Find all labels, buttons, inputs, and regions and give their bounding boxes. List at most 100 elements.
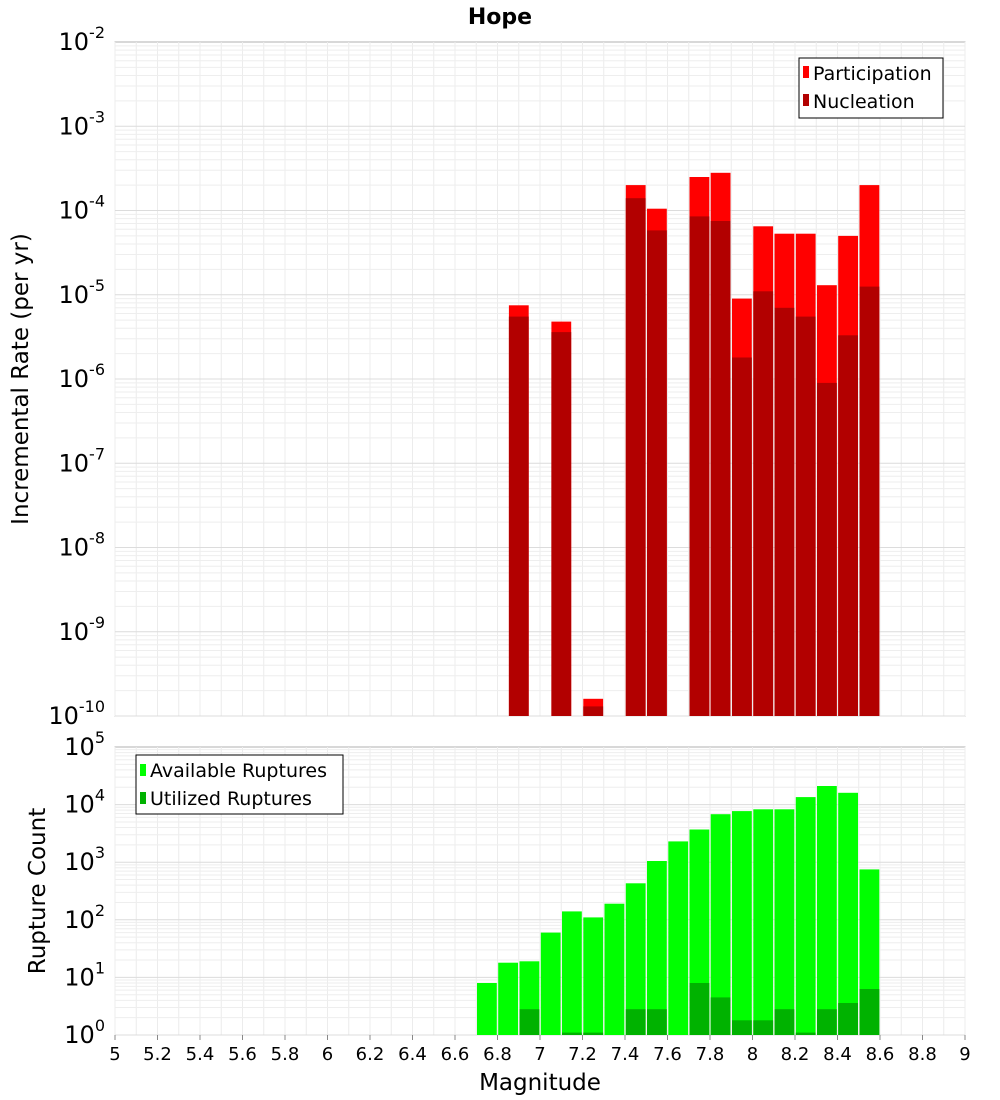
rate-bar-nucleation [689, 216, 710, 716]
rupture-bars [477, 786, 880, 1035]
x-tick-label: 9 [959, 1044, 970, 1065]
x-tick-label: 6.6 [441, 1044, 470, 1065]
rate-gridlines [114, 42, 966, 717]
rate-bar-nucleation [795, 316, 816, 716]
x-tick-label: 8.4 [823, 1044, 852, 1065]
rupture-bar-utilized-ruptures [774, 1009, 795, 1035]
rate-bar-nucleation [508, 316, 529, 716]
x-tick-label: 6.4 [398, 1044, 427, 1065]
rupture-count-panel: 100 101 102 103 104 105 Rupture Count Availab… [25, 728, 971, 1096]
rupture-bar-utilized-ruptures [859, 989, 880, 1035]
rupture-y-axis-label: Rupture Count [25, 808, 51, 974]
rate-bars [508, 172, 880, 717]
rate-y-tick-label: 10-4 [59, 192, 106, 225]
x-tick-label: 7.4 [611, 1044, 640, 1065]
rupture-bar-available-ruptures [668, 841, 689, 1035]
legend-nucleation-label: Nucleation [813, 91, 915, 113]
rate-bar-nucleation [753, 291, 774, 716]
rupture-bar-available-ruptures [732, 811, 752, 1035]
legend-utilized-label: Utilized Ruptures [150, 788, 312, 810]
rupture-y-tick-label: 104 [64, 786, 105, 819]
rate-y-tick-label: 10-3 [59, 107, 106, 140]
rupture-bar-available-ruptures [710, 814, 731, 1035]
x-tick-label: 5.8 [271, 1044, 300, 1065]
rupture-bar-available-ruptures [477, 983, 497, 1035]
rupture-bar-available-ruptures [774, 809, 795, 1035]
rate-bar-nucleation [583, 706, 604, 716]
rupture-bar-available-ruptures [838, 792, 858, 1035]
rate-y-tick-label: 10-8 [59, 529, 106, 562]
rate-y-axis-label: Incremental Rate (per yr) [8, 233, 34, 525]
rupture-bar-utilized-ruptures [625, 1009, 646, 1035]
rupture-bar-available-ruptures [625, 883, 646, 1035]
rupture-bar-utilized-ruptures [795, 1032, 816, 1035]
legend-participation-swatch [803, 66, 809, 78]
rate-bar-nucleation [710, 221, 731, 716]
legend-utilized-swatch [140, 792, 146, 804]
rupture-bar-utilized-ruptures [689, 983, 710, 1035]
rupture-bar-available-ruptures [817, 786, 837, 1035]
rate-panel: 10-10 10-9 10-8 10-7 10-6 10-5 10-4 10-3 10-2 In… [8, 23, 966, 730]
rate-bar-nucleation [817, 382, 837, 716]
rate-y-tick-label: 10-10 [48, 697, 105, 730]
x-tick-label: 7.6 [653, 1044, 682, 1065]
x-tick-label: 6.8 [483, 1044, 512, 1065]
x-tick-label: 8 [747, 1044, 758, 1065]
rupture-y-tick-label: 100 [64, 1016, 105, 1049]
x-tick-label: 5 [109, 1044, 120, 1065]
magnitude-x-ticks: 5 5.2 5.4 5.6 5.8 6 6.2 6.4 6.6 6.8 7 7.2 7.4 7.6 7.8 8… [109, 1035, 971, 1065]
rupture-legend: Available Ruptures Utilized Ruptures [135, 754, 344, 815]
rupture-bar-available-ruptures [583, 917, 604, 1035]
rupture-bar-available-ruptures [753, 809, 774, 1035]
x-tick-label: 5.2 [143, 1044, 172, 1065]
rupture-bar-available-ruptures [562, 911, 582, 1035]
rate-y-tick-label: 10-7 [59, 444, 106, 477]
rate-bar-nucleation [732, 357, 752, 716]
rupture-y-ticks: 100 101 102 103 104 105 [64, 728, 105, 1049]
chart-title: Hope [468, 5, 532, 30]
rupture-bar-utilized-ruptures [710, 997, 731, 1035]
rupture-bar-utilized-ruptures [562, 1032, 582, 1035]
x-tick-label: 8.2 [781, 1044, 810, 1065]
rate-bar-nucleation [838, 335, 858, 716]
rupture-bar-utilized-ruptures [583, 1032, 604, 1035]
rupture-y-tick-label: 103 [64, 843, 105, 876]
rate-bar-nucleation [647, 230, 667, 716]
x-tick-label: 8.6 [866, 1044, 895, 1065]
x-tick-label: 7 [534, 1044, 545, 1065]
rate-legend: Participation Nucleation [798, 57, 944, 119]
legend-participation-label: Participation [813, 63, 932, 85]
rate-y-tick-label: 10-6 [59, 360, 106, 393]
x-tick-label: 7.2 [568, 1044, 597, 1065]
x-tick-label: 7.8 [696, 1044, 725, 1065]
rupture-bar-available-ruptures [540, 932, 561, 1035]
legend-available-label: Available Ruptures [150, 760, 327, 782]
x-tick-label: 8.8 [908, 1044, 937, 1065]
rupture-y-tick-label: 102 [64, 901, 105, 934]
rupture-bar-utilized-ruptures [647, 1009, 667, 1035]
rate-y-tick-label: 10-9 [59, 613, 106, 646]
x-tick-label: 6 [322, 1044, 333, 1065]
rupture-y-tick-label: 101 [64, 958, 105, 991]
rate-y-tick-label: 10-5 [59, 276, 106, 309]
rate-y-tick-label: 10-2 [59, 23, 106, 56]
rupture-bar-available-ruptures [647, 861, 667, 1035]
rupture-bar-utilized-ruptures [519, 1009, 540, 1035]
rate-bar-nucleation [859, 286, 880, 716]
rupture-bar-available-ruptures [498, 962, 518, 1035]
rupture-y-tick-label: 105 [64, 728, 105, 761]
rate-bar-nucleation [625, 198, 646, 716]
rate-bar-nucleation [774, 307, 795, 716]
x-tick-label: 5.4 [186, 1044, 215, 1065]
rate-y-ticks: 10-10 10-9 10-8 10-7 10-6 10-5 10-4 10-3 10-2 [48, 23, 105, 730]
rupture-bar-utilized-ruptures [838, 1003, 858, 1035]
rupture-bar-utilized-ruptures [817, 1009, 837, 1035]
legend-nucleation-swatch [803, 94, 809, 106]
rupture-gridlines [114, 747, 966, 1036]
rupture-bar-utilized-ruptures [732, 1020, 752, 1035]
rupture-bar-utilized-ruptures [753, 1020, 774, 1035]
x-tick-label: 6.2 [356, 1044, 385, 1065]
x-tick-label: 5.6 [228, 1044, 257, 1065]
x-axis-label: Magnitude [479, 1070, 601, 1096]
